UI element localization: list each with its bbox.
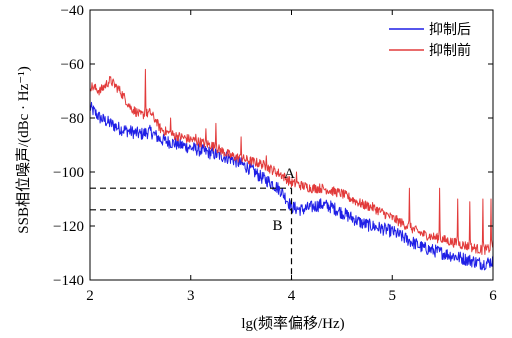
y-tick-label: −60 [61, 57, 84, 73]
series-line-before [89, 68, 494, 255]
annotation-b: B [272, 218, 282, 234]
y-tick-label: −140 [53, 273, 84, 289]
y-tick-label: −80 [61, 111, 84, 127]
legend-after-label: 抑制后 [429, 22, 471, 38]
y-tick-label: −100 [53, 165, 84, 181]
y-tick-label: −40 [61, 3, 84, 19]
legend-before-label: 抑制前 [429, 42, 471, 59]
x-tick-label: 2 [86, 288, 94, 304]
y-tick-label: −120 [53, 219, 84, 235]
x-tick-label: 3 [187, 288, 195, 304]
x-tick-label: 5 [389, 288, 397, 304]
x-tick-label: 4 [288, 288, 296, 304]
x-axis-title: lg(频率偏移/Hz) [241, 315, 344, 332]
annotation-a: A [284, 166, 295, 182]
legend: 抑制后 抑制前 [389, 22, 471, 59]
axes-layer: 2 3 4 5 6 −40 −60 −80 −100 −120 −140 [53, 3, 497, 304]
annotation-layer: AB [90, 166, 295, 280]
x-tick-label: 6 [489, 288, 497, 304]
y-axis-title: SSB相位噪声/(dBc · Hz⁻¹) [14, 66, 32, 233]
